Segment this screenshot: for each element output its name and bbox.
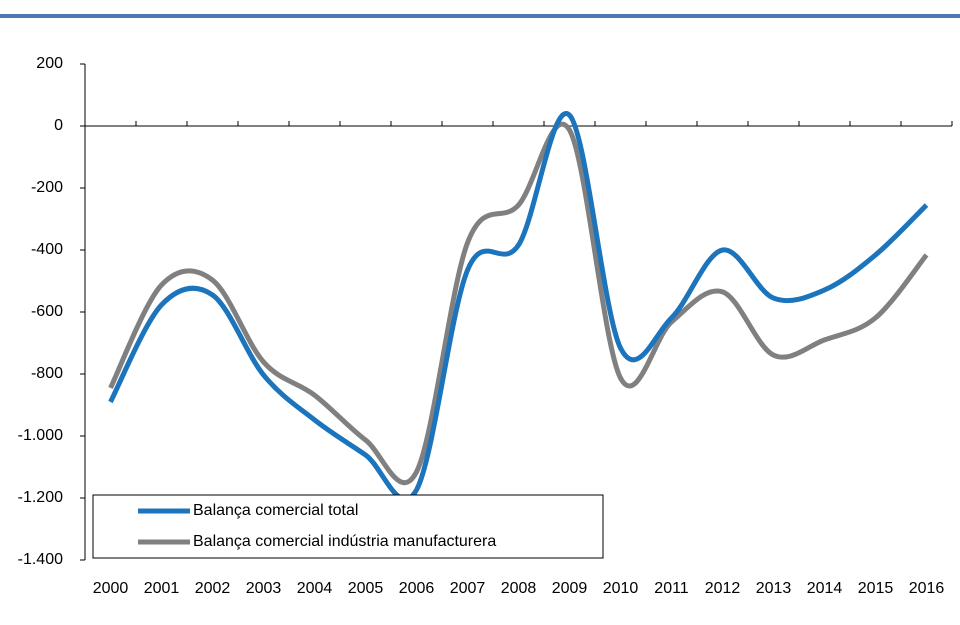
x-tick-label: 2001 <box>144 580 180 597</box>
x-tick-label: 2005 <box>348 580 384 597</box>
x-tick-label: 2007 <box>450 580 486 597</box>
x-tick-label: 2003 <box>246 580 282 597</box>
x-tick-label: 2015 <box>858 580 894 597</box>
x-tick-label: 2006 <box>399 580 435 597</box>
y-tick-label: -600 <box>31 303 63 320</box>
series-line <box>108 121 929 485</box>
legend-box <box>92 494 604 559</box>
x-tick-label: 2008 <box>501 580 537 597</box>
x-tick-label: 2011 <box>654 580 689 597</box>
y-tick-label: 0 <box>54 117 63 134</box>
x-tick-label: 2012 <box>705 580 741 597</box>
header-bar <box>0 14 960 18</box>
x-tick-label: 2014 <box>807 580 843 597</box>
legend-label: Balança comercial total <box>193 502 358 519</box>
y-tick-label: -800 <box>31 365 63 382</box>
y-tick-label: -400 <box>31 241 63 258</box>
x-tick-label: 2002 <box>195 580 231 597</box>
x-tick-label: 2010 <box>603 580 639 597</box>
y-tick-label: -1.400 <box>18 551 63 568</box>
x-tick-label: 2016 <box>909 580 945 597</box>
y-tick-label: -200 <box>31 179 63 196</box>
y-tick-label: -1.200 <box>18 489 63 506</box>
x-tick-label: 2013 <box>756 580 792 597</box>
legend-label: Balança comercial indústria manufacturer… <box>193 533 496 550</box>
x-tick-label: 2000 <box>93 580 129 597</box>
y-tick-label: 200 <box>36 55 63 72</box>
series-line <box>108 111 929 502</box>
x-tick-label: 2009 <box>552 580 588 597</box>
x-tick-label: 2004 <box>297 580 333 597</box>
y-tick-label: -1.000 <box>18 427 63 444</box>
